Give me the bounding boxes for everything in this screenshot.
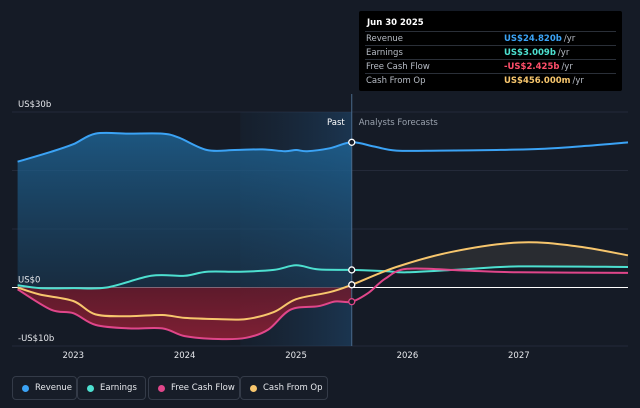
legend-earnings-button[interactable]: Earnings [77, 376, 146, 400]
series-line-cash-from-op [17, 241, 629, 321]
tooltip-value: -US$2.425b/yr [504, 62, 573, 72]
legend-dot-icon [158, 385, 165, 392]
area-fills [17, 132, 628, 340]
series-lines [17, 131, 629, 341]
forecast-label: Analysts Forecasts [359, 118, 439, 128]
marker-revenue [348, 138, 356, 146]
x-tick-label: 2027 [508, 351, 530, 361]
past-label: Past [327, 118, 345, 128]
series-line-revenue [17, 131, 629, 163]
x-tick-label: 2023 [62, 351, 84, 361]
tooltip-label: Free Cash Flow [366, 62, 430, 72]
legend-label: Free Cash Flow [171, 383, 235, 393]
x-tick-label: 2025 [285, 351, 307, 361]
tooltip-label: Cash From Op [366, 76, 426, 86]
legend-cash-from-op-button[interactable]: Cash From Op [240, 376, 328, 400]
tooltip: Jun 30 2025 Revenue US$24.820b/yr Earnin… [359, 11, 622, 91]
marker-earnings [348, 266, 356, 274]
series-line-earnings [17, 264, 629, 290]
x-tick-label: 2026 [397, 351, 419, 361]
legend-revenue-button[interactable]: Revenue [12, 376, 77, 400]
x-axis-labels: 2023 2024 2025 2026 2027 [62, 351, 529, 361]
revenue-area [17, 132, 352, 288]
tooltip-label: Revenue [366, 34, 404, 44]
y-tick-label: US$30b [18, 100, 51, 110]
tooltip-value: US$24.820b/yr [504, 34, 576, 44]
legend-label: Revenue [35, 383, 73, 393]
tooltip-row-earnings: Earnings US$3.009b/yr [365, 45, 616, 60]
tooltip-date: Jun 30 2025 [367, 18, 424, 28]
tooltip-row-revenue: Revenue US$24.820b/yr [365, 31, 616, 46]
series-line-free-cash-flow [17, 267, 629, 341]
tooltip-value: US$456.000m/yr [504, 76, 584, 86]
y-tick-label: US$0 [18, 276, 40, 286]
point-markers [348, 138, 356, 306]
marker-cash-from-op [348, 281, 356, 289]
y-axis-labels: US$30b US$0 -US$10b [18, 100, 54, 344]
legend-dot-icon [22, 385, 29, 392]
tooltip-row-cash-from-op: Cash From Op US$456.000m/yr [365, 73, 616, 88]
legend-label: Earnings [100, 383, 137, 393]
legend-free-cash-flow-button[interactable]: Free Cash Flow [148, 376, 240, 400]
legend-label: Cash From Op [263, 383, 323, 393]
tooltip-value: US$3.009b/yr [504, 48, 570, 58]
free-cash-flow-area [17, 287, 352, 340]
legend-dot-icon [87, 385, 94, 392]
tooltip-row-free-cash-flow: Free Cash Flow -US$2.425b/yr [365, 59, 616, 74]
x-tick-label: 2024 [174, 351, 196, 361]
marker-free-cash-flow [348, 298, 356, 306]
tooltip-label: Earnings [366, 48, 403, 58]
chart: US$30b US$0 -US$10b 2023 2024 2025 2026 2027 P… [12, 94, 629, 361]
legend-dot-icon [250, 385, 257, 392]
y-tick-label: -US$10b [18, 334, 54, 344]
forecast-band-area [396, 242, 628, 273]
